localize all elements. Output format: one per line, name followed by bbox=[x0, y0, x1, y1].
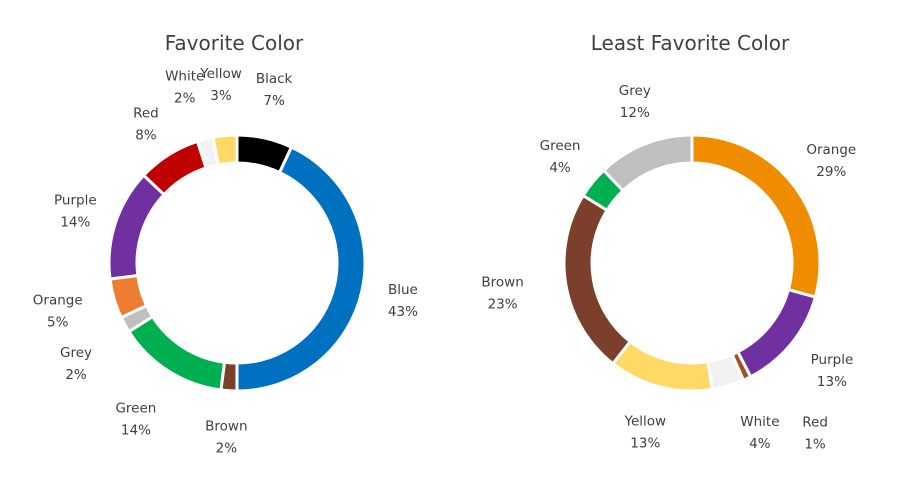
data-label-percent: 29% bbox=[816, 164, 846, 180]
data-label-name: Brown bbox=[205, 419, 247, 435]
data-label-name: Brown bbox=[481, 275, 523, 291]
data-label-orange: Orange 5% bbox=[33, 292, 83, 330]
favorite-color-chart: Favorite Color Black 7% Blue 43% Brown 2% Gree… bbox=[33, 31, 418, 457]
data-label-percent: 2% bbox=[216, 441, 238, 457]
data-label-name: Orange bbox=[806, 142, 856, 158]
slice-purple bbox=[735, 287, 818, 379]
slice-blue bbox=[235, 145, 367, 393]
data-label-percent: 3% bbox=[210, 88, 232, 104]
least-favorite-color-chart: Least Favorite Color Orange 29% Purple 13% R… bbox=[481, 31, 856, 452]
favorite-labels: Black 7% Blue 43% Brown 2% Green 14% Grey 2% Orang… bbox=[33, 66, 418, 457]
data-label-name: Red bbox=[133, 105, 159, 121]
data-label-name: Purple bbox=[811, 352, 854, 368]
data-label-yellow: Yellow 13% bbox=[624, 414, 667, 452]
slice-purple bbox=[107, 173, 167, 281]
data-label-purple: Purple 14% bbox=[54, 192, 97, 230]
data-label-percent: 2% bbox=[174, 90, 196, 106]
slice-green bbox=[126, 314, 227, 392]
data-label-percent: 4% bbox=[749, 436, 771, 452]
data-label-percent: 8% bbox=[135, 127, 157, 143]
data-label-percent: 4% bbox=[549, 160, 571, 176]
data-label-purple: Purple 13% bbox=[811, 352, 854, 390]
data-label-red: Red 8% bbox=[133, 105, 159, 143]
data-label-percent: 5% bbox=[47, 314, 69, 330]
data-label-percent: 43% bbox=[388, 304, 418, 320]
slice-yellow bbox=[610, 339, 714, 393]
slice-yellow bbox=[211, 133, 239, 167]
chart-title-least-favorite: Least Favorite Color bbox=[591, 31, 790, 55]
data-label-brown: Brown 23% bbox=[481, 275, 523, 313]
data-label-percent: 2% bbox=[65, 367, 87, 383]
data-label-yellow: Yellow 3% bbox=[199, 66, 242, 104]
data-label-name: Green bbox=[115, 401, 156, 417]
data-label-name: Purple bbox=[54, 192, 97, 208]
slice-grey bbox=[601, 133, 694, 193]
data-label-black: Black 7% bbox=[256, 71, 293, 109]
data-label-red: Red 1% bbox=[802, 414, 828, 452]
data-label-orange: Orange 29% bbox=[806, 142, 856, 180]
data-label-name: White bbox=[740, 414, 779, 430]
data-label-brown: Brown 2% bbox=[205, 419, 247, 457]
slice-brown bbox=[562, 193, 633, 366]
data-label-name: Grey bbox=[60, 345, 92, 361]
data-label-white: White 2% bbox=[165, 68, 204, 106]
data-label-percent: 14% bbox=[121, 423, 151, 439]
least-favorite-slices bbox=[562, 133, 822, 393]
data-label-grey: Grey 2% bbox=[60, 345, 92, 383]
data-label-grey: Grey 12% bbox=[619, 83, 651, 121]
data-label-green: Green 14% bbox=[115, 401, 156, 439]
data-label-name: Orange bbox=[33, 292, 83, 308]
data-label-name: Green bbox=[540, 138, 581, 154]
data-label-name: Red bbox=[802, 414, 828, 430]
data-label-percent: 23% bbox=[488, 297, 518, 313]
favorite-slices bbox=[107, 133, 367, 393]
data-label-name: Yellow bbox=[624, 414, 667, 430]
data-label-percent: 7% bbox=[263, 93, 285, 109]
data-label-name: Blue bbox=[388, 282, 418, 298]
data-label-name: Grey bbox=[619, 83, 651, 99]
data-label-name: Yellow bbox=[199, 66, 242, 82]
data-label-percent: 14% bbox=[60, 214, 90, 230]
data-label-name: Black bbox=[256, 71, 293, 87]
chart-title-favorite: Favorite Color bbox=[165, 31, 304, 55]
slice-orange bbox=[690, 133, 822, 299]
data-label-name: White bbox=[165, 68, 204, 84]
data-label-percent: 13% bbox=[817, 374, 847, 390]
data-label-white: White 4% bbox=[740, 414, 779, 452]
data-label-percent: 12% bbox=[620, 105, 650, 121]
data-label-green: Green 4% bbox=[540, 138, 581, 176]
data-label-percent: 13% bbox=[630, 436, 660, 452]
data-label-percent: 1% bbox=[804, 436, 826, 452]
least-favorite-labels: Orange 29% Purple 13% Red 1% White 4% Yellow 13% B… bbox=[481, 83, 856, 452]
data-label-blue: Blue 43% bbox=[388, 282, 418, 320]
